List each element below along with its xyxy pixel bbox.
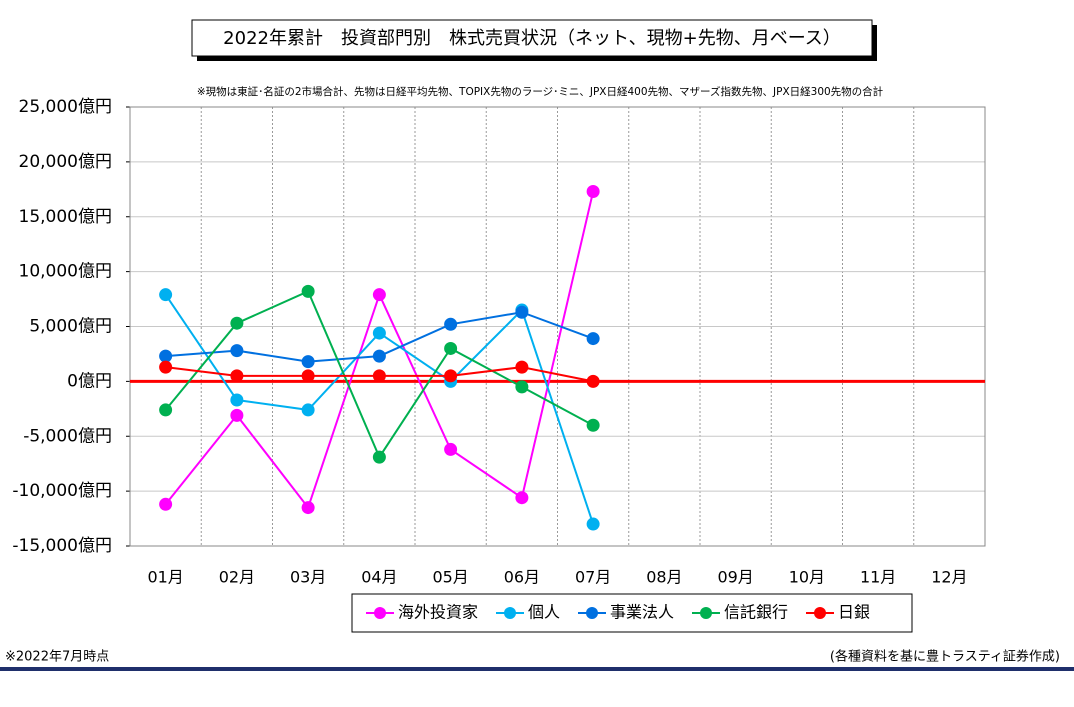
x-tick-label: 11月 bbox=[860, 568, 896, 587]
marker bbox=[301, 403, 315, 417]
y-tick-label: 0億円 bbox=[67, 371, 112, 391]
marker bbox=[444, 317, 458, 331]
marker bbox=[301, 501, 315, 515]
marker bbox=[159, 360, 173, 374]
marker bbox=[586, 374, 600, 388]
y-tick-label: 10,000億円 bbox=[19, 262, 112, 282]
legend-marker bbox=[586, 607, 598, 619]
marker bbox=[586, 332, 600, 346]
footnote: ※2022年7月時点 bbox=[5, 650, 109, 665]
marker bbox=[159, 288, 173, 302]
x-tick-label: 02月 bbox=[219, 568, 255, 587]
marker bbox=[301, 369, 315, 383]
marker bbox=[159, 403, 173, 417]
marker bbox=[444, 442, 458, 456]
title-box bbox=[191, 19, 873, 57]
x-tick-label: 04月 bbox=[361, 568, 397, 587]
legend-label: 事業法人 bbox=[610, 603, 674, 622]
marker bbox=[586, 418, 600, 432]
marker bbox=[372, 326, 386, 340]
y-tick-label: -10,000億円 bbox=[12, 481, 112, 501]
marker bbox=[372, 349, 386, 363]
legend-marker bbox=[504, 607, 516, 619]
y-tick-label: 5,000億円 bbox=[29, 317, 112, 337]
marker bbox=[515, 360, 529, 374]
marker bbox=[230, 408, 244, 422]
x-tick-label: 12月 bbox=[931, 568, 967, 587]
marker bbox=[159, 497, 173, 511]
marker bbox=[301, 284, 315, 298]
marker bbox=[372, 288, 386, 302]
marker bbox=[444, 341, 458, 355]
x-tick-label: 05月 bbox=[432, 568, 468, 587]
y-tick-label: -15,000億円 bbox=[12, 536, 112, 556]
marker bbox=[230, 393, 244, 407]
x-tick-label: 09月 bbox=[717, 568, 753, 587]
legend-label: 日銀 bbox=[838, 603, 870, 622]
legend-marker bbox=[374, 607, 386, 619]
marker bbox=[515, 491, 529, 505]
legend-marker bbox=[814, 607, 826, 619]
x-tick-label: 08月 bbox=[646, 568, 682, 587]
x-tick-label: 07月 bbox=[575, 568, 611, 587]
x-tick-label: 01月 bbox=[147, 568, 183, 587]
chart-title: 2022年累計 投資部門別 株式売買状況（ネット、現物+先物、月ベース） bbox=[223, 28, 841, 49]
subtitle: ※現物は東証･名証の2市場合計、先物は日経平均先物、TOPIX先物のラージ･ミニ… bbox=[197, 85, 884, 98]
marker bbox=[230, 369, 244, 383]
y-tick-label: 25,000億円 bbox=[19, 97, 112, 117]
legend-label: 信託銀行 bbox=[724, 603, 788, 622]
x-tick-label: 03月 bbox=[290, 568, 326, 587]
marker bbox=[586, 185, 600, 199]
marker bbox=[515, 305, 529, 319]
legend-label: 海外投資家 bbox=[398, 603, 478, 622]
marker bbox=[230, 316, 244, 330]
marker bbox=[444, 369, 458, 383]
footer-rule bbox=[0, 667, 1074, 671]
source: (各種資料を基に豊トラスティ証券作成) bbox=[830, 649, 1060, 665]
marker bbox=[586, 517, 600, 531]
plot-border bbox=[129, 106, 986, 547]
marker bbox=[372, 450, 386, 464]
marker bbox=[515, 380, 529, 394]
y-tick-label: 15,000億円 bbox=[19, 207, 112, 227]
legend-label: 個人 bbox=[528, 603, 560, 622]
x-tick-label: 10月 bbox=[789, 568, 825, 587]
marker bbox=[230, 344, 244, 358]
legend-marker bbox=[700, 607, 712, 619]
marker bbox=[301, 355, 315, 369]
y-tick-label: -5,000億円 bbox=[23, 426, 112, 446]
x-tick-label: 06月 bbox=[504, 568, 540, 587]
marker bbox=[159, 349, 173, 363]
marker bbox=[372, 369, 386, 383]
y-tick-label: 20,000億円 bbox=[19, 152, 112, 172]
